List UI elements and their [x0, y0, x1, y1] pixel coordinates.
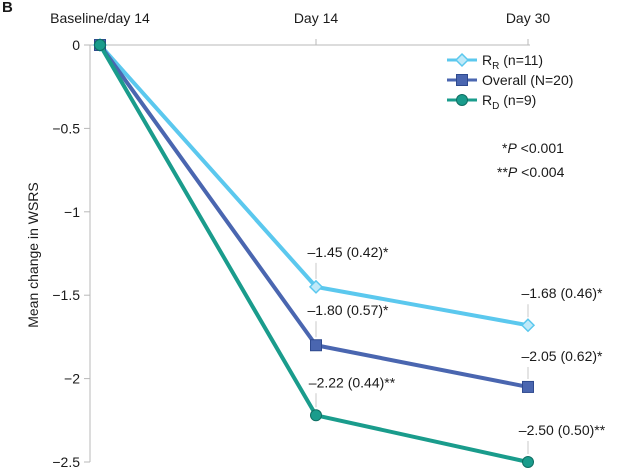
data-label: –2.50 (0.50)** [519, 422, 606, 438]
significance-note: *P <0.001 [502, 140, 564, 156]
series-overall: –1.80 (0.57)* –2.05 (0.62)* [94, 39, 603, 393]
x-tick-label: Day 30 [506, 10, 551, 26]
legend-label: RD (n=9) [482, 92, 536, 112]
data-point [456, 94, 468, 106]
series-rr: –1.45 (0.42)* –1.68 (0.46)* [92, 37, 603, 333]
data-point [520, 318, 536, 333]
legend-item-rd: RD (n=9) [447, 92, 536, 112]
y-tick-label: −0.5 [52, 120, 80, 136]
data-label: –1.45 (0.42)* [308, 244, 389, 260]
legend-item-overall: Overall (N=20) [447, 72, 573, 88]
data-label: –2.05 (0.62)* [522, 348, 603, 364]
data-point [94, 39, 106, 51]
data-point [454, 52, 470, 68]
series-rd: –2.22 (0.44)** –2.50 (0.50)** [94, 39, 606, 468]
data-label: –1.80 (0.57)* [308, 302, 389, 318]
data-point [310, 339, 322, 352]
data-point [522, 456, 534, 468]
y-axis-label: Mean change in WSRS [25, 182, 41, 328]
significance-note: **P <0.004 [497, 164, 565, 180]
legend: RR (n=11)Overall (N=20) RD (n=9) [447, 52, 573, 112]
data-point [456, 74, 468, 86]
legend-label: Overall (N=20) [482, 72, 573, 88]
data-point [310, 409, 322, 422]
y-tick-label: −1.5 [52, 287, 80, 303]
data-point [522, 380, 534, 393]
data-label: –2.22 (0.44)** [309, 374, 396, 390]
y-tick-label: −2.5 [52, 454, 80, 470]
legend-label: RR (n=11) [482, 52, 543, 72]
significance-notes: *P <0.001 **P <0.004 [497, 140, 565, 180]
data-point [308, 279, 324, 294]
data-label: –1.68 (0.46)* [522, 285, 603, 301]
y-tick-label: 0 [72, 37, 80, 53]
legend-item-rr: RR (n=11) [447, 52, 543, 72]
y-tick-label: −2 [64, 371, 80, 387]
y-tick-label: −1 [64, 204, 80, 220]
panel-letter: B [2, 0, 13, 16]
x-tick-label: Baseline/day 14 [50, 10, 150, 26]
x-tick-label: Day 14 [294, 10, 339, 26]
